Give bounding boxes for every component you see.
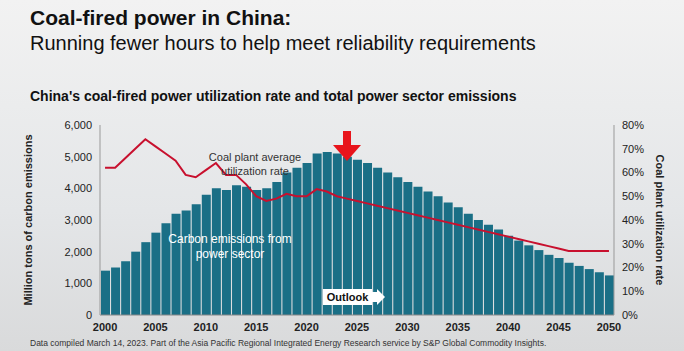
svg-text:Coal plant utilization rate: Coal plant utilization rate [654, 155, 666, 286]
svg-text:2045: 2045 [546, 321, 570, 333]
svg-text:0%: 0% [622, 309, 638, 321]
svg-text:80%: 80% [622, 119, 644, 131]
svg-text:2000: 2000 [93, 321, 117, 333]
svg-text:0: 0 [86, 309, 92, 321]
html-text:Running fewer hours to help me: Running fewer hours to help meet reliabi… [30, 32, 536, 54]
svg-text:20%: 20% [622, 261, 644, 273]
html-text:China's coal-fired power utili: China's coal-fired power utilization rat… [30, 88, 517, 104]
svg-text:2030: 2030 [395, 321, 419, 333]
svg-text:2,000: 2,000 [64, 246, 92, 258]
svg-text:60%: 60% [622, 166, 644, 178]
svg-text:2035: 2035 [446, 321, 470, 333]
svg-text:3,000: 3,000 [64, 214, 92, 226]
svg-text:2010: 2010 [194, 321, 218, 333]
svg-text:6,000: 6,000 [64, 119, 92, 131]
svg-text:4,000: 4,000 [64, 182, 92, 194]
svg-text:1,000: 1,000 [64, 277, 92, 289]
svg-text:50%: 50% [622, 190, 644, 202]
svg-text:2015: 2015 [244, 321, 268, 333]
html-text:Data compiled March 14, 2023.: Data compiled March 14, 2023. Part of th… [30, 338, 547, 348]
svg-text:30%: 30% [622, 238, 644, 250]
html-text:Coal plant average utilization: Coal plant average utilization rate [208, 151, 302, 177]
html-text:Carbon emissions from power se: Carbon emissions from power sector [168, 232, 292, 261]
svg-text:40%: 40% [622, 214, 644, 226]
html-text:Coal-fired power in China:: Coal-fired power in China: [30, 6, 292, 29]
svg-text:5,000: 5,000 [64, 151, 92, 163]
svg-text:70%: 70% [622, 143, 644, 155]
svg-text:Million tons of carbon emissio: Million tons of carbon emissions [22, 134, 34, 305]
svg-text:2040: 2040 [496, 321, 520, 333]
svg-text:2005: 2005 [143, 321, 167, 333]
svg-text:10%: 10% [622, 285, 644, 297]
html-text:Outlook: Outlook [326, 291, 369, 303]
svg-text:2050: 2050 [597, 321, 621, 333]
svg-text:2025: 2025 [345, 321, 369, 333]
svg-text:2020: 2020 [294, 321, 318, 333]
